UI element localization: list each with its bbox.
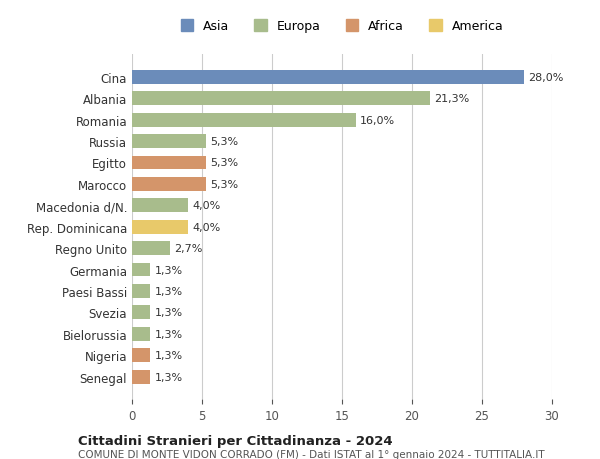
Bar	[132, 284, 150, 298]
Text: 1,3%: 1,3%	[154, 350, 182, 360]
Bar	[132, 306, 150, 319]
Bar	[132, 178, 206, 191]
Text: 5,3%: 5,3%	[211, 137, 239, 147]
Text: 1,3%: 1,3%	[154, 308, 182, 318]
Bar	[132, 263, 150, 277]
Bar	[132, 241, 170, 256]
Text: 28,0%: 28,0%	[528, 73, 563, 83]
Text: 1,3%: 1,3%	[154, 265, 182, 275]
Text: 4,0%: 4,0%	[192, 201, 220, 211]
Bar	[132, 327, 150, 341]
Text: 4,0%: 4,0%	[192, 222, 220, 232]
Text: 1,3%: 1,3%	[154, 286, 182, 296]
Text: COMUNE DI MONTE VIDON CORRADO (FM) - Dati ISTAT al 1° gennaio 2024 - TUTTITALIA.: COMUNE DI MONTE VIDON CORRADO (FM) - Dat…	[78, 449, 545, 459]
Bar	[132, 348, 150, 362]
Bar	[132, 135, 206, 149]
Bar	[132, 370, 150, 384]
Bar	[132, 199, 188, 213]
Bar	[132, 113, 356, 127]
Text: Cittadini Stranieri per Cittadinanza - 2024: Cittadini Stranieri per Cittadinanza - 2…	[78, 434, 392, 447]
Text: 1,3%: 1,3%	[154, 329, 182, 339]
Text: 16,0%: 16,0%	[360, 115, 395, 125]
Text: 5,3%: 5,3%	[211, 179, 239, 190]
Bar	[132, 71, 524, 84]
Text: 5,3%: 5,3%	[211, 158, 239, 168]
Bar	[132, 156, 206, 170]
Text: 1,3%: 1,3%	[154, 372, 182, 382]
Legend: Asia, Europa, Africa, America: Asia, Europa, Africa, America	[177, 17, 507, 37]
Bar	[132, 220, 188, 234]
Text: 21,3%: 21,3%	[434, 94, 470, 104]
Text: 2,7%: 2,7%	[174, 244, 202, 253]
Bar	[132, 92, 430, 106]
